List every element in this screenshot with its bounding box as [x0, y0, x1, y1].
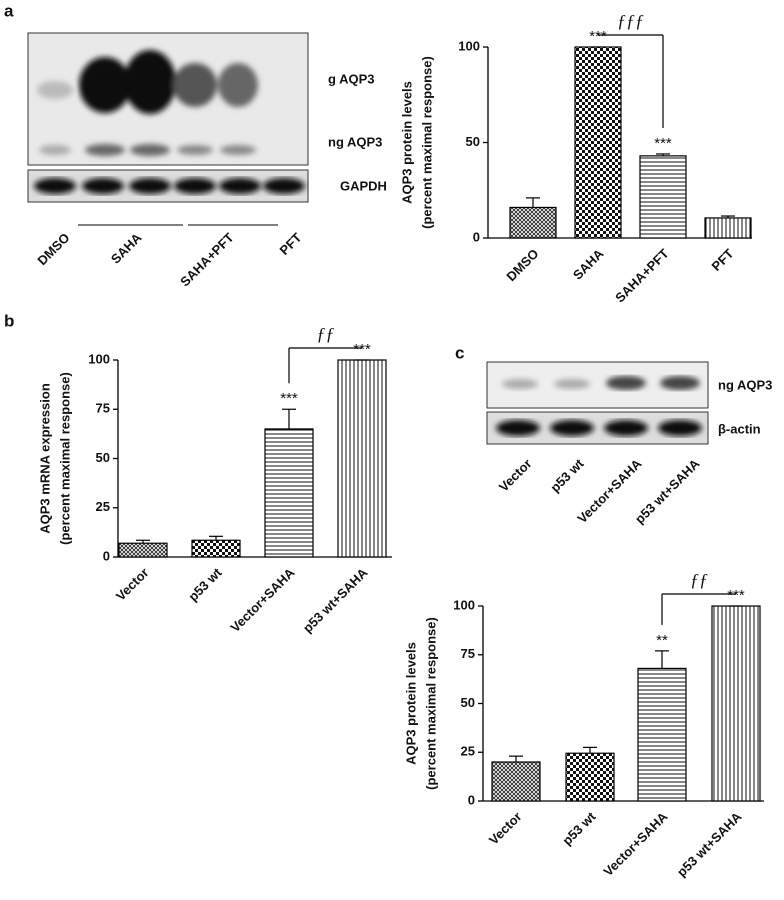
y-axis-label: (percent maximal response): [57, 372, 72, 545]
lane-label: SAHA+PFT: [612, 246, 671, 305]
panel-label: a: [4, 1, 14, 20]
y-axis-label: AQP3 protein levels: [403, 642, 418, 765]
bar: [637, 667, 687, 802]
lane-label: SAHA: [108, 230, 145, 267]
band-label: ng AQP3: [328, 134, 382, 149]
lane-label: p53 wt+SAHA: [300, 565, 371, 636]
y-tick-label: 100: [88, 351, 110, 366]
y-tick-label: 75: [96, 401, 110, 416]
band-label: g AQP3: [328, 71, 374, 86]
lane-label: SAHA+PFT: [177, 230, 236, 289]
bar: [704, 217, 752, 239]
y-tick-label: 100: [458, 38, 480, 53]
bar: [337, 359, 387, 558]
significance-label: ***: [589, 28, 607, 45]
y-tick-label: 25: [96, 499, 110, 514]
lane-label: DMSO: [503, 246, 541, 284]
significance-label: ***: [280, 390, 298, 407]
panel-label: b: [4, 311, 14, 330]
blot-image: [486, 361, 709, 445]
lane-label: p53 wt+SAHA: [674, 809, 745, 880]
y-tick-label: 50: [466, 134, 480, 149]
y-axis-label: (percent maximal response): [423, 617, 438, 790]
band-label: ng AQP3: [718, 377, 772, 392]
lane-label: Vector: [496, 456, 535, 495]
bracket: [288, 347, 362, 384]
lane-label: PFT: [709, 246, 737, 274]
bracket-label: ƒƒ: [317, 324, 335, 344]
bar: [491, 761, 541, 802]
y-tick-label: 100: [453, 597, 475, 612]
bar: [509, 206, 557, 239]
bar: [574, 46, 622, 239]
y-tick-label: 25: [461, 744, 475, 759]
lane-label: DMSO: [34, 230, 72, 268]
y-tick-label: 0: [473, 229, 480, 244]
y-tick-label: 0: [103, 548, 110, 563]
bar: [639, 155, 687, 239]
bar: [565, 752, 615, 802]
lane-label: p53 wt: [547, 455, 587, 495]
bracket-label: ƒƒƒ: [617, 11, 644, 31]
significance-label: ***: [727, 587, 745, 604]
band-label: GAPDH: [340, 178, 387, 193]
band-label: β-actin: [718, 421, 761, 436]
lane-label: PFT: [277, 230, 305, 258]
lane-label: p53 wt: [559, 808, 599, 848]
lane-label: Vector: [486, 809, 525, 848]
significance-label: ***: [353, 341, 371, 358]
y-tick-label: 50: [461, 695, 475, 710]
bar: [118, 542, 168, 558]
y-axis-label: (percent maximal response): [419, 56, 434, 229]
bracket: [661, 593, 736, 625]
lane-label: Vector+SAHA: [227, 565, 298, 636]
lane-label: Vector+SAHA: [600, 809, 671, 880]
bar: [711, 605, 761, 802]
bracket: [598, 34, 664, 128]
y-axis-label: AQP3 protein levels: [399, 81, 414, 204]
y-axis-label: AQP3 mRNA expression: [37, 383, 52, 534]
significance-label: ***: [654, 135, 672, 152]
lane-label: SAHA: [570, 246, 607, 283]
panel-label: c: [455, 343, 464, 362]
lane-label: Vector: [113, 565, 152, 604]
y-tick-label: 0: [468, 792, 475, 807]
y-tick-label: 75: [461, 646, 475, 661]
y-tick-label: 50: [96, 450, 110, 465]
significance-label: **: [656, 632, 668, 649]
bar: [264, 428, 314, 558]
blot-image: [27, 32, 309, 226]
lane-label: p53 wt: [185, 564, 225, 604]
bracket-label: ƒƒ: [690, 570, 708, 590]
bar: [191, 539, 241, 558]
